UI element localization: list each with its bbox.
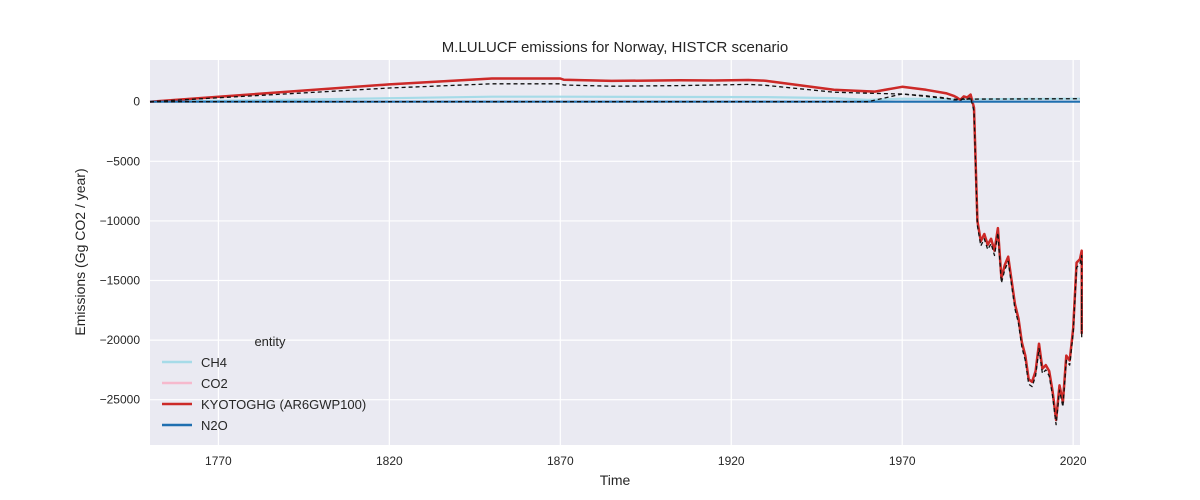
legend-label-n2o: N2O: [201, 418, 228, 433]
x-tick-label: 2020: [1060, 454, 1087, 468]
x-axis-ticks: 1770 1820 1870 1920 1970 2020: [205, 454, 1087, 468]
legend-title: entity: [254, 334, 286, 349]
y-tick-label: −25000: [100, 393, 141, 407]
legend-entry-n2o: N2O: [162, 418, 228, 433]
legend: entity CH4 CO2 KYOTOGHG (AR6GWP100) N2O: [162, 334, 366, 433]
x-tick-label: 1820: [376, 454, 403, 468]
y-axis-ticks: 0 −5000 −10000 −15000 −20000 −25000: [100, 95, 141, 407]
series-line-ch4: [149, 95, 1081, 103]
x-axis-label: Time: [600, 472, 631, 488]
series-layer: [149, 77, 1083, 426]
plot-area: [150, 60, 1080, 445]
legend-label-ch4: CH4: [201, 355, 227, 370]
y-tick-label: 0: [133, 95, 140, 109]
legend-label-kyotoghg: KYOTOGHG (AR6GWP100): [201, 397, 366, 412]
x-tick-label: 1870: [547, 454, 574, 468]
y-tick-label: −10000: [100, 214, 141, 228]
chart-title: M.LULUCF emissions for Norway, HISTCR sc…: [442, 39, 788, 56]
legend-entry-kyotoghg: KYOTOGHG (AR6GWP100): [162, 397, 366, 412]
y-tick-label: −5000: [106, 154, 140, 168]
series-line-n2o-reference: [150, 93, 1081, 103]
y-axis-label: Emissions (Gg CO2 / year): [72, 168, 88, 335]
x-tick-label: 1770: [205, 454, 232, 468]
y-tick-label: −15000: [100, 274, 141, 288]
y-tick-label: −20000: [100, 333, 141, 347]
legend-entry-ch4: CH4: [162, 355, 227, 370]
legend-label-co2: CO2: [201, 376, 228, 391]
legend-entry-co2: CO2: [162, 376, 228, 391]
x-tick-label: 1920: [718, 454, 745, 468]
x-tick-label: 1970: [889, 454, 916, 468]
